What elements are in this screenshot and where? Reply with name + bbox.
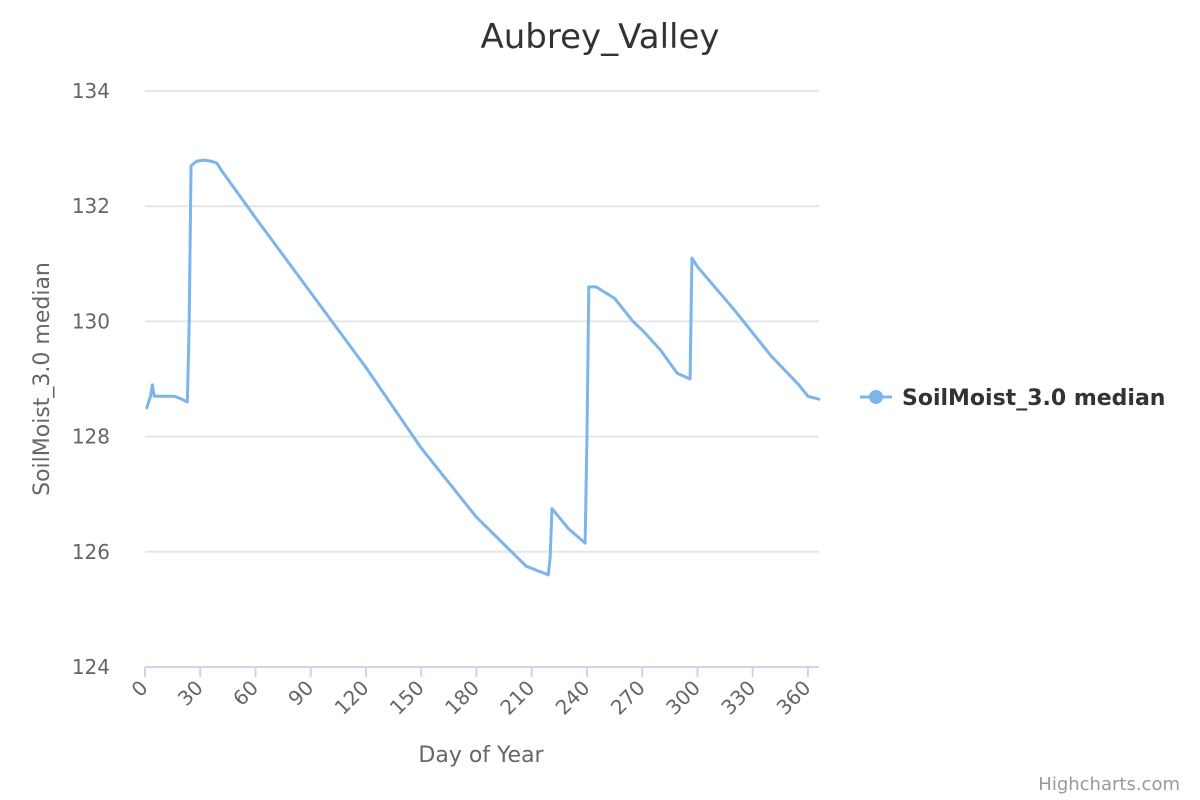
x-tick-label: 90 <box>283 676 318 711</box>
y-tick-label: 134 <box>72 79 110 103</box>
x-tick-label: 270 <box>606 676 650 720</box>
x-tick-label: 330 <box>716 676 760 720</box>
x-tick-label: 300 <box>661 676 705 720</box>
x-tick-label: 120 <box>330 676 374 720</box>
x-tick-label: 210 <box>495 676 539 720</box>
x-axis-title: Day of Year <box>418 743 544 768</box>
x-tick-label: 180 <box>440 676 484 720</box>
series-layer <box>145 158 821 577</box>
chart-title: Aubrey_Valley <box>480 17 719 57</box>
y-tick-label: 126 <box>72 540 110 564</box>
x-tick-label: 150 <box>385 676 429 720</box>
x-tick-label: 30 <box>173 676 208 711</box>
credits-link[interactable]: Highcharts.com <box>1038 774 1180 795</box>
legend-marker <box>869 390 883 404</box>
x-tick-label: 0 <box>127 676 153 702</box>
y-tick-label: 124 <box>72 655 110 679</box>
y-tick-label: 132 <box>72 194 110 218</box>
legend[interactable]: SoilMoist_3.0 median <box>860 386 1165 411</box>
y-tick-label: 130 <box>72 309 110 333</box>
series-line-soilmoist[interactable] <box>145 158 821 577</box>
grid-layer <box>145 90 819 553</box>
x-tick-label: 240 <box>551 676 595 720</box>
y-tick-label: 128 <box>72 425 110 449</box>
legend-label: SoilMoist_3.0 median <box>902 386 1165 411</box>
x-tick-label: 360 <box>772 676 816 720</box>
x-tick-label: 60 <box>228 676 263 711</box>
y-axis-title: SoilMoist_3.0 median <box>30 262 55 496</box>
